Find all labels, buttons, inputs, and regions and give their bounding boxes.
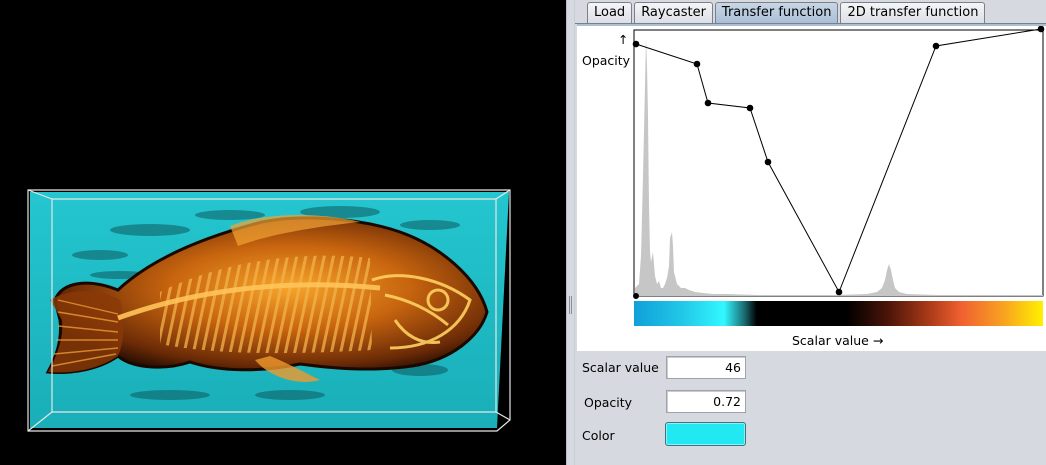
x-axis-label: Scalar value → <box>792 333 884 348</box>
tab-underline <box>575 23 1046 24</box>
control-point[interactable] <box>704 99 712 107</box>
settings-panel: Load Raycaster Transfer function 2D tran… <box>575 0 1046 465</box>
transfer-function-editor[interactable]: ↑ Opacity Scalar value → <box>577 26 1046 351</box>
volume-render-viewport[interactable] <box>0 0 566 465</box>
scalar-value-label: Scalar value <box>582 360 659 375</box>
scalar-value-input[interactable] <box>666 356 746 379</box>
opacity-label: Opacity <box>584 395 633 410</box>
color-label: Color <box>582 428 615 443</box>
control-point[interactable] <box>693 60 701 68</box>
fish-dorsal-fin <box>230 215 360 246</box>
tab-transfer-function[interactable]: Transfer function <box>714 2 839 23</box>
control-point[interactable] <box>835 288 843 296</box>
fish-ribs <box>160 255 372 354</box>
panel-splitter[interactable] <box>566 0 575 465</box>
color-swatch-button[interactable] <box>665 422 746 446</box>
tail-rays <box>51 299 119 367</box>
opacity-input[interactable] <box>666 390 746 413</box>
control-points <box>632 26 1045 299</box>
tab-body-highlight <box>577 24 1046 26</box>
colormap-bar[interactable] <box>634 301 1043 326</box>
y-axis-arrow: ↑ <box>618 32 629 47</box>
fish-spine <box>117 282 381 321</box>
control-point[interactable] <box>1037 26 1045 33</box>
fish-head-bones <box>371 274 472 350</box>
control-point[interactable] <box>633 293 639 299</box>
y-axis-label: Opacity <box>582 53 631 68</box>
opacity-curve <box>635 28 1042 294</box>
tab-raycaster[interactable]: Raycaster <box>634 2 713 23</box>
control-point[interactable] <box>632 40 640 48</box>
tab-load[interactable]: Load <box>587 2 633 23</box>
tab-2d-transfer-function[interactable]: 2D transfer function <box>840 2 986 23</box>
transfer-function-plot[interactable] <box>577 26 1046 351</box>
control-point[interactable] <box>932 42 940 50</box>
tab-bar: Load Raycaster Transfer function 2D tran… <box>587 2 987 24</box>
fish-pelvic-fin <box>255 356 320 382</box>
volume-render <box>27 189 511 432</box>
plot-area <box>633 29 1044 297</box>
control-point[interactable] <box>764 158 772 166</box>
splitter-grip[interactable] <box>569 296 572 314</box>
bounding-box <box>27 189 511 432</box>
control-point[interactable] <box>746 104 754 112</box>
